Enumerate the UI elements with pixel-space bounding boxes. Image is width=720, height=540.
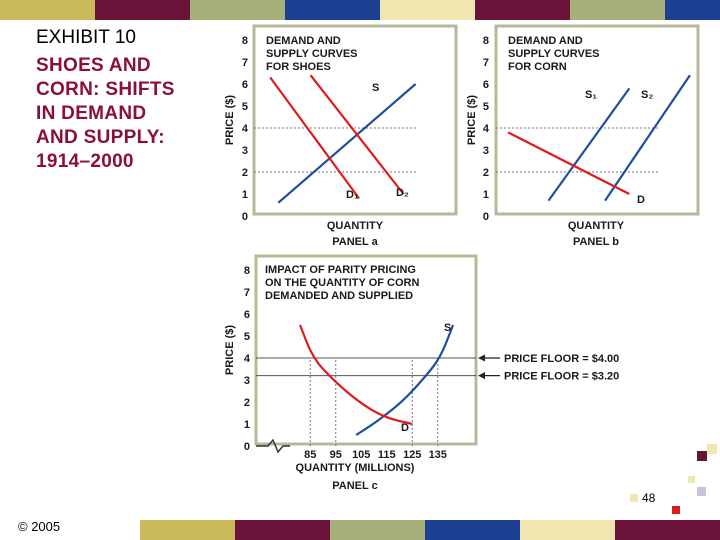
series-label-S: S [372,82,379,94]
panel-label: PANEL b [573,236,619,248]
y-tick-label: 3 [483,145,489,157]
y-tick-label: 4 [483,123,490,135]
y-tick-label: 6 [242,79,248,91]
x-tick-label: 85 [304,449,316,461]
y-tick-label: 3 [244,375,250,387]
y-tick-label: 7 [483,57,489,69]
y-tick-label: 0 [483,211,489,223]
y-tick-label: 0 [244,441,250,453]
decor-square-5 [672,506,680,514]
top-color-band [0,0,720,20]
panel-title-line: FOR CORN [508,61,567,73]
y-tick-label: 8 [483,35,489,47]
price-floor-arrowhead [478,354,485,362]
demand-curve-D [299,324,413,426]
decor-square-4 [697,487,706,496]
y-tick-label: 8 [244,265,250,277]
axis-break [256,438,290,454]
y-axis-label: PRICE ($) [466,95,478,145]
y-axis-label: PRICE ($) [224,95,236,145]
bottom-color-band [0,520,720,540]
panel-title-line: DEMANDED AND SUPPLIED [265,290,413,302]
price-floor-annotation: PRICE FLOOR = $3.20 [504,371,619,383]
y-tick-label: 6 [244,309,250,321]
demand-curve-D2 [309,74,405,195]
decor-square-3 [688,476,695,483]
series-label-S1: S₁ [585,89,597,101]
supply-curve-S [355,324,455,436]
y-tick-label: 5 [244,331,250,343]
x-tick-label: 115 [378,449,396,461]
y-axis-label: PRICE ($) [224,325,236,375]
x-axis-label: QUANTITY [327,220,384,232]
y-tick-label: 6 [483,79,489,91]
y-tick-label: 2 [242,167,248,179]
panel-title-line: FOR SHOES [266,61,331,73]
panel-title-line: DEMAND AND [508,35,583,47]
supply-curve-S1 [547,87,631,202]
series-label-S2: S₂ [641,89,653,101]
y-tick-label: 8 [242,35,248,47]
decor-square-6 [630,494,638,502]
panel-frame [252,24,458,216]
y-tick-label: 4 [242,123,249,135]
series-label-D2: D₂ [396,187,409,199]
x-axis-label: QUANTITY [568,220,625,232]
exhibit-title: EXHIBIT 10 [36,27,136,48]
series-label-S: S [444,322,451,334]
panel-frame [254,254,478,446]
panel-title-line: ON THE QUANTITY OF CORN [265,277,419,289]
y-tick-label: 7 [242,57,248,69]
price-floor-annotation: PRICE FLOOR = $4.00 [504,353,619,365]
panel-a-chart: 0 1 2 3 4 5 6 7 8 PRICE ($) QUANTITY PANEL a DEMAND … [224,24,458,248]
y-tick-label: 2 [244,397,250,409]
y-tick-label: 5 [483,101,489,113]
panel-frame [494,24,700,216]
y-tick-label: 5 [242,101,248,113]
x-tick-label: 125 [403,449,421,461]
supply-curve-S [277,83,417,204]
exhibit-subtitle: SHOES AND CORN: SHIFTS IN DEMAND AND SUP… [36,55,175,172]
decor-square-2 [697,451,707,461]
x-tick-label: 105 [352,449,370,461]
y-tick-label: 1 [483,189,489,201]
copyright-notice: © 2005 [18,519,61,534]
panel-c-chart: 0 1 2 3 4 5 6 7 8 PRICE ($) QUANTITY (MILLIONS) PAN… [224,254,619,492]
x-tick-label: 95 [330,449,342,461]
panel-label: PANEL c [332,480,377,492]
y-tick-label: 7 [244,287,250,299]
price-floor-arrowhead [478,372,485,380]
x-tick-label: 135 [429,449,447,461]
y-tick-label: 3 [242,145,248,157]
y-tick-label: 0 [242,211,248,223]
decor-square-1 [707,444,717,454]
y-tick-label: 1 [242,189,248,201]
series-label-D1: D₁ [346,189,359,201]
panel-b-chart: 0 1 2 3 4 5 6 7 8 PRICE ($) QUANTITY PANEL b DEMAND … [466,24,700,248]
panel-title-line: IMPACT OF PARITY PRICING [265,264,416,276]
x-axis-label: QUANTITY (MILLIONS) [296,462,415,474]
panel-title-line: SUPPLY CURVES [266,48,358,60]
demand-curve-D1 [269,76,360,200]
slide-title-block: EXHIBIT 10 SHOES AND CORN: SHIFTS IN DEM… [36,26,226,174]
demand-curve-D [507,131,630,195]
y-tick-label: 2 [483,167,489,179]
page-number: 48 [642,491,656,505]
panel-label: PANEL a [332,236,378,248]
series-label-D: D [401,422,409,434]
y-tick-label: 4 [244,353,251,365]
panel-title-line: DEMAND AND [266,35,341,47]
y-tick-label: 1 [244,419,250,431]
supply-curve-S2 [604,74,691,202]
panel-title-line: SUPPLY CURVES [508,48,600,60]
series-label-D: D [637,194,645,206]
